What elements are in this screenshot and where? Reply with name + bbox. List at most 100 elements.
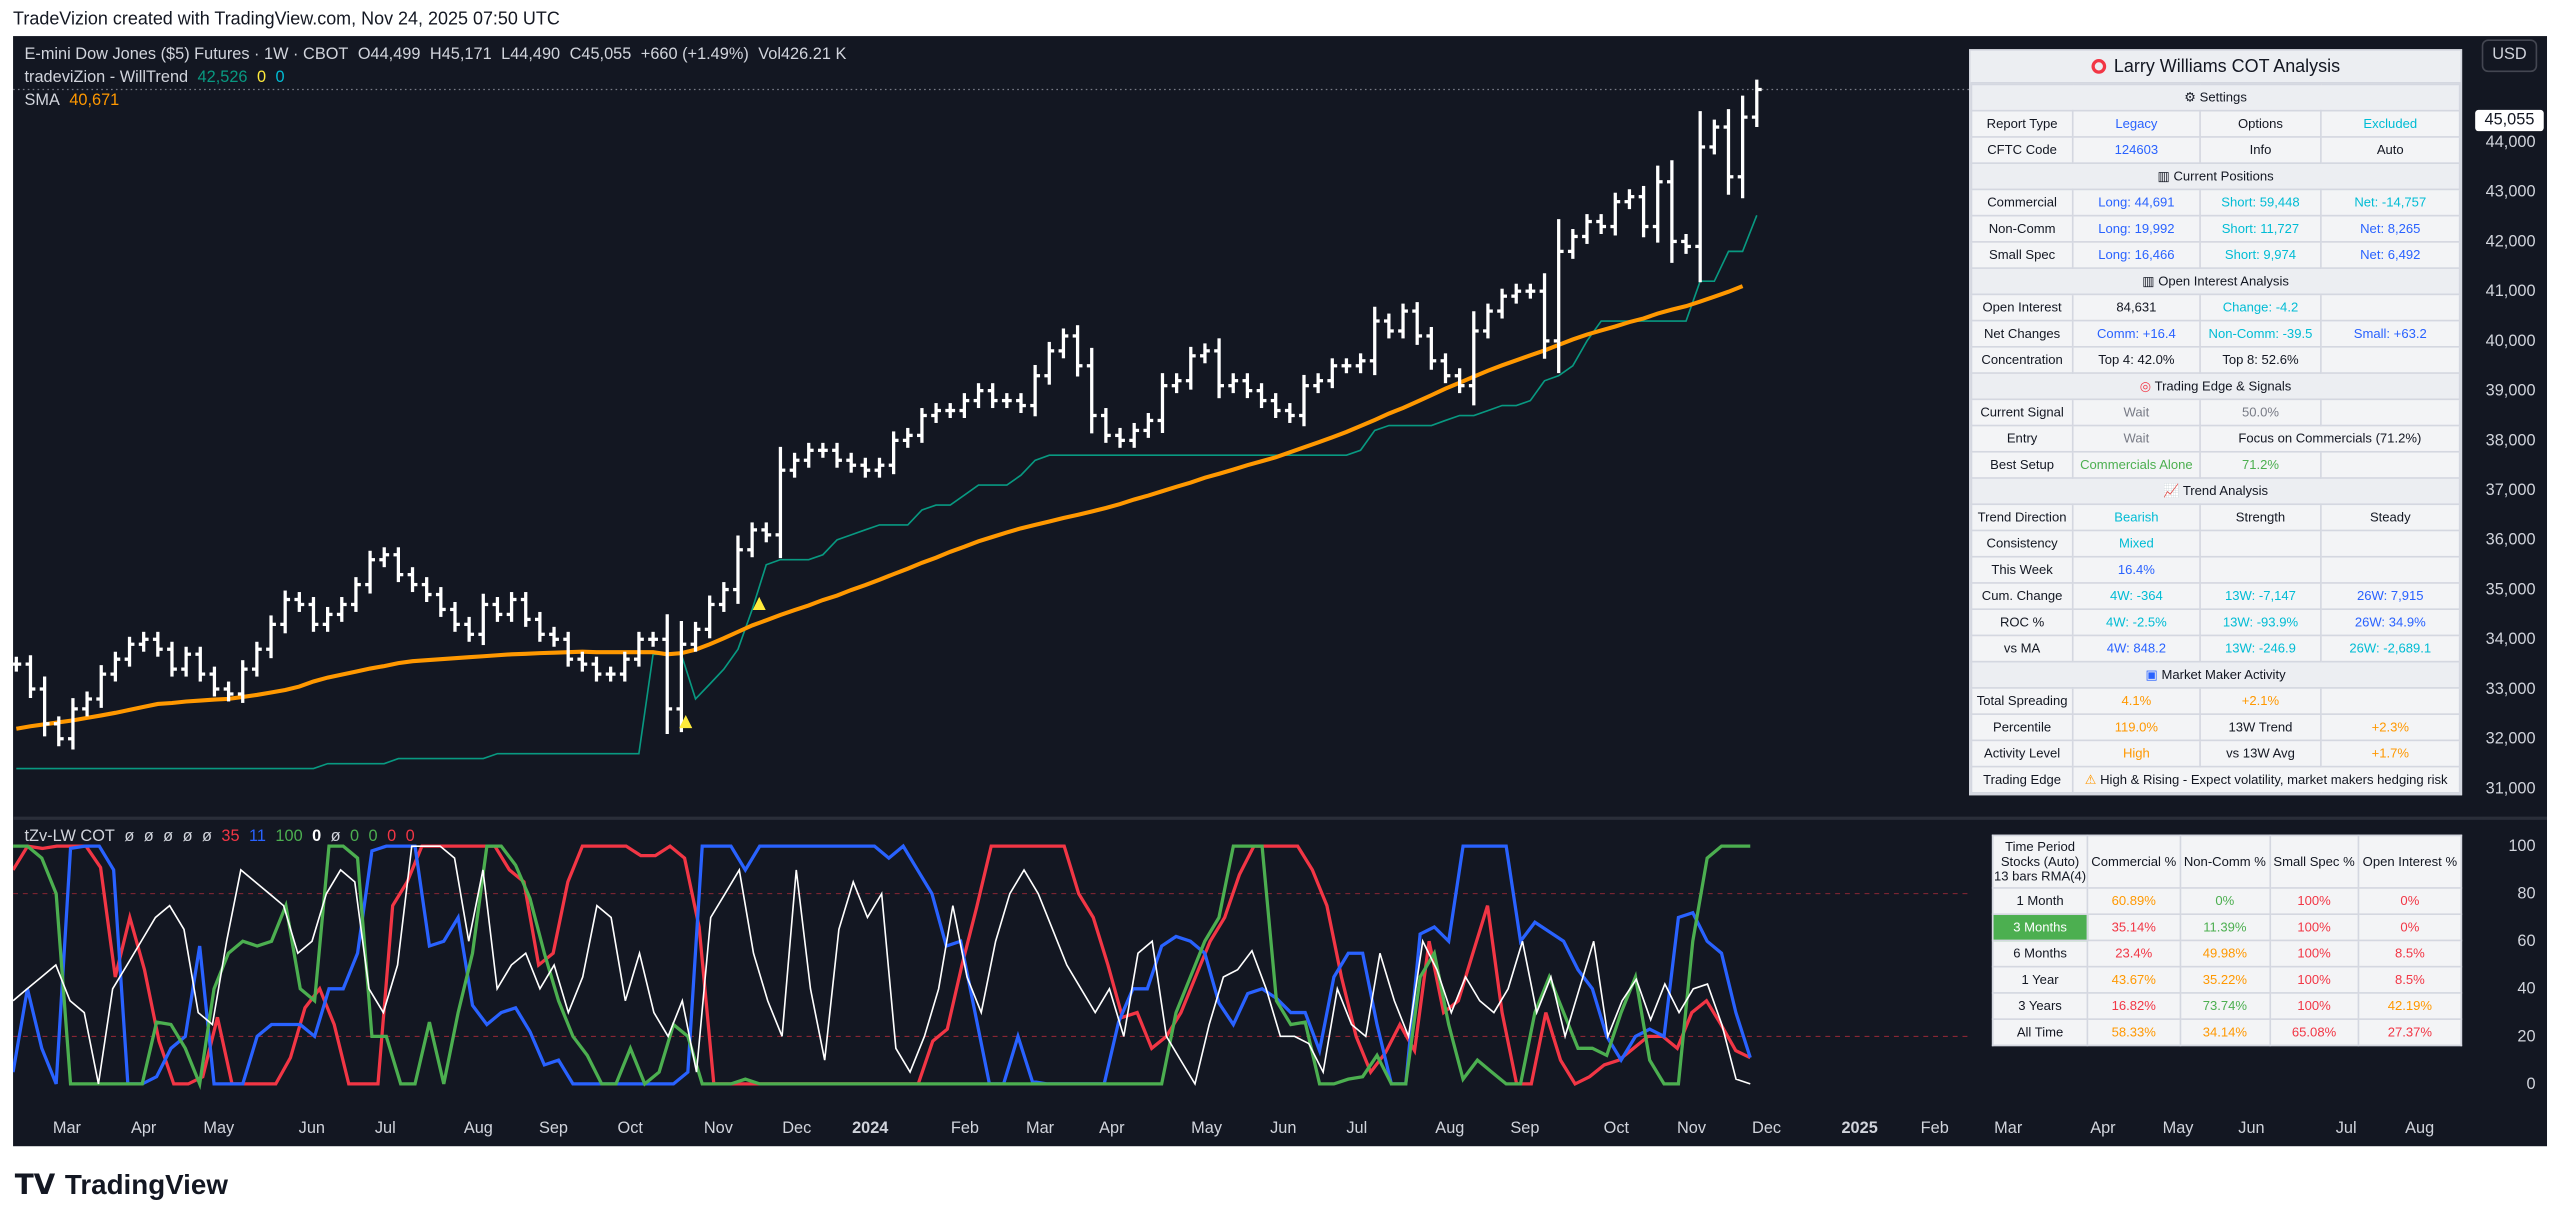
chart-frame[interactable]: 31,000 32,000 33,000 34,000 35,000 36,000 37,0…	[11, 36, 2548, 1147]
section-edge: ◎ Trading Edge & Signals	[1970, 372, 2461, 401]
last-price-tag: 45,055	[2475, 109, 2544, 132]
gear-icon: ⚙	[2184, 90, 2200, 105]
row-current-signal: Current Signal Wait 50.0%	[1970, 398, 2461, 427]
symbol-legend[interactable]: E-mini Dow Jones ($5) Futures · 1W · CBO…	[24, 46, 851, 64]
row-activity: Activity Level High vs 13W Avg +1.7%	[1970, 739, 2461, 768]
tp-header: Time Period Stocks (Auto) 13 bars RMA(4)…	[1991, 834, 2463, 889]
sma-line	[15, 284, 1744, 731]
low-label: L	[501, 45, 511, 64]
cot-panel-title: Larry Williams COT Analysis	[1970, 50, 2461, 84]
osc-zero: 0	[387, 828, 397, 847]
y-axis-tick-label: 44,000	[2486, 133, 2536, 151]
indicator-legend[interactable]: tradeviZion - WillTrend 42,526 0 0	[24, 69, 289, 87]
y-axis-tick-label: 43,000	[2486, 183, 2536, 201]
x-axis-tick-label: Jul	[2336, 1119, 2357, 1137]
indicator-value-2: 0	[256, 68, 267, 87]
row-percentile: Percentile 119.0% 13W Trend +2.3%	[1970, 713, 2461, 742]
oscillator-name: tZv-LW COT	[24, 828, 115, 847]
vol-label: Vol	[758, 45, 781, 64]
row-entry: Entry Wait Focus on Commercials (71.2%)	[1970, 424, 2461, 453]
osc-y-tick-label: 20	[2517, 1027, 2535, 1045]
x-axis-tick-label: Jun	[299, 1119, 325, 1137]
osc-green-value: 100	[275, 828, 303, 847]
row-concentration: Concentration Top 4: 42.0% Top 8: 52.6%	[1970, 345, 2461, 374]
tp-row: 1 Year 43.67% 35.22% 100% 8.5%	[1991, 965, 2463, 994]
oscillator-legend[interactable]: tZv-LW COT ø ø ø ø ø 35 11 100 0 ø 0 0 0…	[24, 828, 419, 846]
osc-y-tick-label: 100	[2508, 837, 2535, 855]
willtrend-line	[16, 215, 1758, 770]
x-axis-tick-label: Mar	[53, 1119, 82, 1137]
row-best-setup: Best Setup Commercials Alone 71.2%	[1970, 450, 2461, 479]
y-axis-tick-label: 42,000	[2486, 232, 2536, 250]
x-axis-tick-label: Jun	[2238, 1119, 2264, 1137]
y-axis-tick-label: 40,000	[2486, 332, 2536, 350]
low-value: 44,490	[510, 45, 561, 64]
y-axis-tick-label: 36,000	[2486, 531, 2536, 549]
osc-red-value: 35	[221, 828, 240, 847]
sma-legend[interactable]: SMA 40,671	[24, 92, 124, 110]
x-axis-tick-label: 2025	[1841, 1119, 1877, 1137]
cot-title-text: Larry Williams COT Analysis	[2113, 57, 2341, 78]
y-axis-tick-label: 38,000	[2486, 431, 2536, 449]
x-axis-tick-label: Jun	[1270, 1119, 1296, 1137]
cot-analysis-panel: Larry Williams COT Analysis ⚙ Settings R…	[1969, 49, 2463, 796]
row-this-week: This Week 16.4%	[1970, 555, 2461, 584]
trend-icon: 📈	[2163, 483, 2183, 499]
osc-series-green	[13, 844, 1751, 1091]
vol-value: 426.21 K	[780, 45, 847, 64]
row-trend-dir: Trend Direction Bearish Strength Steady	[1970, 503, 2461, 532]
osc-zero: 0	[368, 828, 378, 847]
x-axis-tick-label: Mar	[1994, 1119, 2023, 1137]
row-net-changes: Net Changes Comm: +16.4 Non-Comm: -39.5 Sma…	[1970, 319, 2461, 348]
osc-phi: ø	[201, 828, 212, 847]
buy-signal-triangle	[679, 714, 693, 729]
row-smallspec: Small Spec Long: 16,466 Short: 9,974 Net: 6…	[1970, 241, 2461, 269]
x-axis-tick-label: Apr	[1099, 1119, 1125, 1137]
x-axis-tick-label: Aug	[1435, 1119, 1464, 1137]
currency-button[interactable]: USD	[2481, 39, 2538, 73]
x-axis-tick-label: Nov	[1677, 1119, 1707, 1137]
y-axis-tick-label: 35,000	[2486, 580, 2536, 598]
osc-blue-value: 11	[249, 828, 266, 847]
x-axis-tick-label: May	[203, 1119, 235, 1137]
row-oi: Open Interest 84,631 Change: -4.2	[1970, 293, 2461, 322]
osc-y-tick-label: 80	[2517, 885, 2535, 903]
tradingview-icon: 𝗧𝗩	[14, 1169, 56, 1201]
osc-y-tick-label: 60	[2517, 932, 2535, 950]
x-axis-tick-label: Nov	[704, 1119, 734, 1137]
osc-series-white	[12, 845, 1751, 1087]
row-noncomm: Non-Comm Long: 19,992 Short: 11,727 Net: 8,…	[1970, 214, 2461, 243]
chart-svg[interactable]: 31,000 32,000 33,000 34,000 35,000 36,000 37,0…	[11, 36, 2548, 1146]
x-axis-tick-label: Mar	[1026, 1119, 1055, 1137]
close-label: C	[569, 45, 582, 64]
x-axis-tick-label: Jul	[375, 1119, 396, 1137]
osc-series-red	[11, 844, 1751, 1087]
section-trend: 📈 Trend Analysis	[1970, 477, 2461, 506]
x-axis-tick-label: Oct	[1604, 1119, 1630, 1137]
x-axis-tick-label: Oct	[618, 1119, 644, 1137]
osc-series-blue	[11, 843, 1752, 1086]
osc-phi: ø	[330, 828, 341, 847]
tradingview-logo[interactable]: 𝗧𝗩 TradingView	[15, 1169, 228, 1202]
y-axis-tick-label: 37,000	[2486, 481, 2536, 499]
osc-phi: ø	[182, 828, 193, 847]
row-vs-ma: vs MA 4W: 848.2 13W: -246.9 26W: -2,689.1	[1970, 634, 2461, 663]
osc-phi: ø	[163, 828, 174, 847]
x-axis-tick-label: Apr	[131, 1119, 157, 1137]
indicator-value-1: 42,526	[197, 68, 248, 87]
y-axis-tick-label: 34,000	[2486, 630, 2536, 648]
row-cum-change: Cum. Change 4W: -364 13W: -7,147 26W: 7,915	[1970, 582, 2461, 611]
buy-signal-triangle	[752, 596, 766, 611]
row-commercial: Commercial Long: 44,691 Short: 59,448 Net: …	[1970, 188, 2461, 217]
x-axis-tick-label: Aug	[2405, 1119, 2434, 1137]
y-axis-tick-label: 31,000	[2486, 779, 2536, 797]
y-axis-tick-label: 39,000	[2486, 382, 2536, 400]
x-axis-tick-label: Feb	[1921, 1119, 1949, 1137]
change-value: +660 (+1.49%)	[640, 45, 749, 64]
bar-chart-icon: ▥	[2142, 273, 2159, 289]
row-roc: ROC % 4W: -2.5% 13W: -93.9% 26W: 34.9%	[1970, 608, 2461, 637]
y-axis-tick-label: 32,000	[2486, 730, 2536, 748]
osc-phi: ø	[143, 828, 154, 847]
symbol-name: E-mini Dow Jones ($5) Futures · 1W · CBO…	[24, 45, 349, 64]
